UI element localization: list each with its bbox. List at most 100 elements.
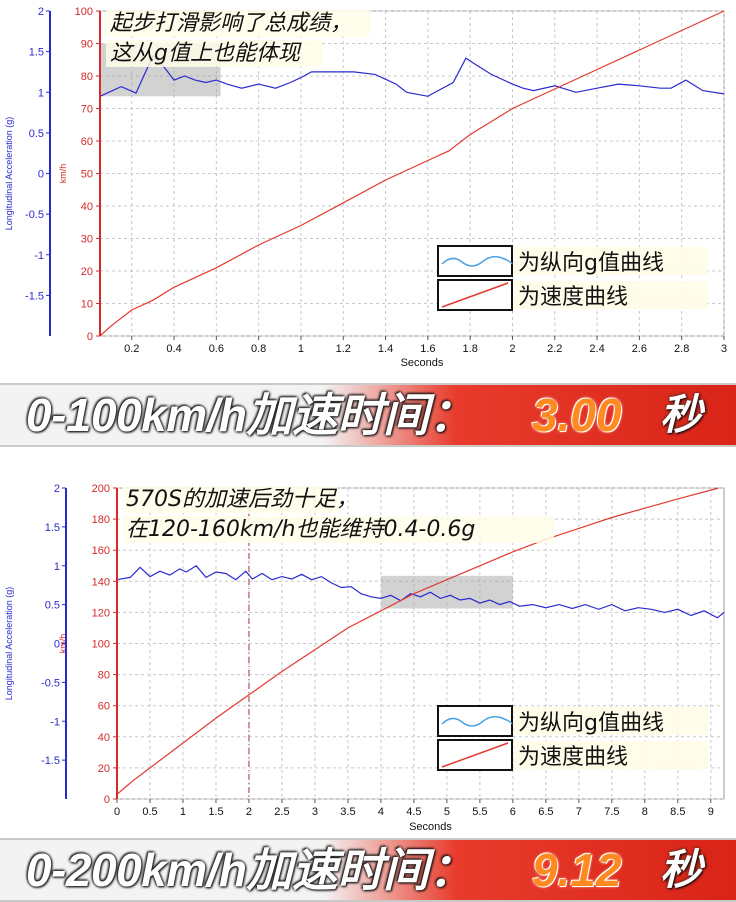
speed-series-line xyxy=(99,10,725,337)
speed-tick-label: 60 xyxy=(98,701,110,713)
accel-tick-label: 2 xyxy=(54,483,60,495)
accel-tick-label: 0.5 xyxy=(29,128,44,140)
legend-label-background xyxy=(514,247,708,275)
x-tick-label: 0.8 xyxy=(251,343,266,355)
x-tick-label: 6.5 xyxy=(538,806,553,818)
legend-accel-line xyxy=(441,255,513,267)
speed-tick-label: 80 xyxy=(98,670,110,682)
speed-tick-label: 50 xyxy=(81,169,93,181)
speed-tick-label: 10 xyxy=(81,299,93,311)
annotation-text: 起步打滑影响了总成绩， xyxy=(110,11,352,36)
annotation-background xyxy=(122,516,554,543)
x-tick-label: 3.5 xyxy=(340,806,355,818)
banner-time-value: 9.12 xyxy=(532,844,622,896)
speed-tick-label: 80 xyxy=(81,71,93,83)
accel-tick-label: 2 xyxy=(38,6,44,18)
speed-series-line xyxy=(116,487,719,795)
x-tick-label: 2.6 xyxy=(632,343,647,355)
banner-time-value: 3.00 xyxy=(532,389,622,441)
x-tick-label: 2.8 xyxy=(674,343,689,355)
speed-tick-label: 20 xyxy=(98,763,110,775)
x-tick-label: 7.5 xyxy=(604,806,619,818)
result-banner-0-100: 0-100km/h加速时间： 3.00 秒 xyxy=(0,383,736,447)
highlight-region xyxy=(380,575,513,609)
banner-time-unit: 秒 xyxy=(660,390,703,439)
x-tick-label: 4 xyxy=(378,806,384,818)
x-tick-label: 6 xyxy=(510,806,516,818)
accel-tick-label: -0.5 xyxy=(25,209,44,221)
x-tick-label: 1.2 xyxy=(336,343,351,355)
accel-tick-label: -0.5 xyxy=(41,677,60,689)
x-tick-label: 0.4 xyxy=(166,343,181,355)
x-tick-label: 1.8 xyxy=(463,343,478,355)
chart-0-100-svg: 0 10 20 30 40 50 60 70 80 90 100 km/h -1.5 -1 -0.5 0 0.5… xyxy=(4,6,727,369)
legend-label-background xyxy=(514,707,708,735)
speed-tick-label: 70 xyxy=(81,104,93,116)
accel-tick-label: 1 xyxy=(38,87,44,99)
accel-series-line xyxy=(99,54,725,97)
legend-accel-line xyxy=(441,715,513,727)
speed-tick-label: 140 xyxy=(92,576,110,588)
accel-tick-label: -1 xyxy=(50,716,60,728)
speed-tick-label: 40 xyxy=(81,201,93,213)
x-tick-label: 1 xyxy=(298,343,304,355)
accel-tick-label: 0 xyxy=(38,169,44,181)
annotation-background xyxy=(106,10,370,37)
x-tick-label: 3 xyxy=(312,806,318,818)
x-tick-label: 5.5 xyxy=(472,806,487,818)
chart-0-200: 0 20 40 60 80 100 120 140 160 180 200 km/h -1.5 -1 -0.… xyxy=(0,478,736,838)
accel-tick-label: 0.5 xyxy=(45,600,60,612)
speed-tick-label: 120 xyxy=(92,607,110,619)
result-banner-0-200: 0-200km/h加速时间： 9.12 秒 xyxy=(0,838,736,902)
accel-tick-label: -1.5 xyxy=(25,290,44,302)
banner-label: 0-100km/h加速时间： xyxy=(26,389,475,441)
annotation-text: 570S的加速后劲十足， xyxy=(126,487,358,512)
accel-tick-label: 1.5 xyxy=(45,522,60,534)
x-tick-label: 0 xyxy=(114,806,120,818)
speed-tick-label: 40 xyxy=(98,732,110,744)
x-tick-label: 7 xyxy=(576,806,582,818)
legend-speed-label: 为速度曲线 xyxy=(518,745,628,770)
x-tick-label: 8 xyxy=(642,806,648,818)
x-tick-label: 0.2 xyxy=(124,343,139,355)
x-tick-label: 4.5 xyxy=(406,806,421,818)
annotation-text: 在120-160km/h也能维持0.4-0.6g xyxy=(126,517,475,542)
legend-label-background xyxy=(514,281,708,309)
chart-0-100: 0 10 20 30 40 50 60 70 80 90 100 km/h -1.5 -1 -0.5 0 0.5… xyxy=(0,0,736,375)
x-axis-label: Seconds xyxy=(409,821,452,833)
accel-tick-label: 1.5 xyxy=(29,47,44,59)
legend-accel-label: 为纵向g值曲线 xyxy=(518,251,664,276)
annotation-background xyxy=(106,40,322,67)
accel-tick-label: -1.5 xyxy=(41,755,60,767)
x-tick-label: 2.5 xyxy=(274,806,289,818)
legend-speed-line xyxy=(441,742,509,768)
x-tick-label: 1.5 xyxy=(208,806,223,818)
speed-tick-label: 20 xyxy=(81,266,93,278)
accel-series-line xyxy=(116,565,725,619)
x-tick-label: 2.4 xyxy=(589,343,604,355)
banner-time-unit: 秒 xyxy=(660,845,703,894)
x-tick-label: 1.6 xyxy=(420,343,435,355)
speed-tick-label: 160 xyxy=(92,545,110,557)
legend-speed-line xyxy=(441,282,509,308)
x-tick-label: 2 xyxy=(246,806,252,818)
legend-label-background xyxy=(514,741,708,769)
speed-tick-label: 100 xyxy=(75,6,93,18)
accel-tick-label: 1 xyxy=(54,561,60,573)
speed-tick-label: 200 xyxy=(92,483,110,495)
annotation-background xyxy=(122,486,338,513)
x-tick-label: 2.2 xyxy=(547,343,562,355)
accel-axis-label: Longitudinal Acceleration (g) xyxy=(4,587,14,701)
annotation-text: 这从g值上也能体现 xyxy=(110,41,302,66)
speed-tick-label: 100 xyxy=(92,639,110,651)
accel-tick-label: 0 xyxy=(54,639,60,651)
legend-accel-label: 为纵向g值曲线 xyxy=(518,711,664,736)
x-tick-label: 0.5 xyxy=(142,806,157,818)
speed-tick-label: 60 xyxy=(81,136,93,148)
accel-axis-label: Longitudinal Acceleration (g) xyxy=(4,117,14,231)
accel-tick-label: -1 xyxy=(34,250,44,262)
x-tick-label: 1.4 xyxy=(378,343,393,355)
banner-label: 0-200km/h加速时间： xyxy=(26,844,475,896)
speed-tick-label: 90 xyxy=(81,39,93,51)
x-tick-label: 3 xyxy=(721,343,727,355)
